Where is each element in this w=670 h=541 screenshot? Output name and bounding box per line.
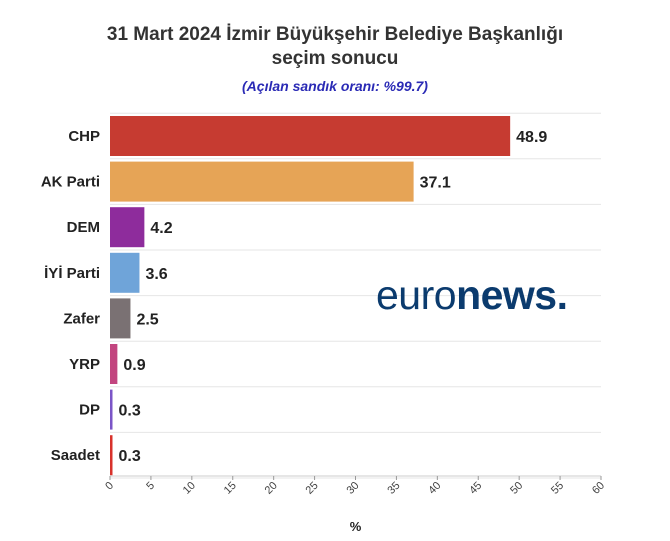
category-label: DP <box>79 402 100 419</box>
category-label: Saadet <box>51 447 100 464</box>
x-tick-label: 0 <box>103 480 116 493</box>
x-tick-label: 20 <box>263 480 280 497</box>
category-label: YRP <box>69 356 100 373</box>
category-label: Zafer <box>63 310 100 327</box>
x-tick-label: 50 <box>508 480 525 497</box>
x-tick-label: 45 <box>467 480 484 497</box>
x-tick-label: 15 <box>222 480 239 497</box>
value-label: 48.9 <box>516 129 547 146</box>
value-label: 0.3 <box>119 403 141 420</box>
x-tick-label: 10 <box>181 480 198 497</box>
bar-3 <box>110 207 145 248</box>
value-label: 3.6 <box>145 266 167 283</box>
x-tick-label: 35 <box>385 480 402 497</box>
bar-4 <box>110 252 140 293</box>
chart-title-line2: seçim sonucu <box>271 48 399 69</box>
category-label: DEM <box>67 219 100 236</box>
bar-7 <box>110 389 113 430</box>
bar-8 <box>110 435 113 476</box>
x-tick-label: 30 <box>344 480 361 497</box>
value-label: 0.9 <box>123 357 145 374</box>
bar-2 <box>110 161 414 202</box>
x-tick-label: 60 <box>590 480 607 497</box>
x-tick-label: 55 <box>549 480 566 497</box>
value-label: 37.1 <box>420 175 451 192</box>
chart-title-line1: 31 Mart 2024 İzmir Büyükşehir Belediye B… <box>106 24 564 45</box>
value-label: 2.5 <box>136 311 158 328</box>
x-tick-label: 40 <box>426 480 443 497</box>
logo-dot: . <box>556 272 568 318</box>
chart-subtitle: (Açılan sandık oranı: %99.7) <box>242 78 428 94</box>
bar-5 <box>110 298 131 339</box>
x-axis: 0 5 10 15 20 25 30 35 40 45 50 55 60% <box>103 475 607 534</box>
x-axis-title: % <box>350 519 362 534</box>
x-tick-label: 25 <box>304 480 321 497</box>
category-label: CHP <box>68 128 100 145</box>
bar-1 <box>110 116 511 156</box>
x-tick-label: 5 <box>144 480 157 493</box>
euronews-logo: euronews. <box>376 272 568 319</box>
category-label: İYİ Parti <box>44 265 100 282</box>
value-label: 0.3 <box>119 448 141 465</box>
logo-part1: euro <box>376 272 457 318</box>
logo-part2: news <box>456 272 557 318</box>
labels: CHP 48.9 AK Parti 37.1 DEM 4.2 İYİ Parti 3.6 Zaf… <box>41 128 548 465</box>
bars <box>110 116 511 476</box>
bar-6 <box>110 344 118 384</box>
value-label: 4.2 <box>150 220 172 237</box>
category-label: AK Parti <box>41 174 100 191</box>
